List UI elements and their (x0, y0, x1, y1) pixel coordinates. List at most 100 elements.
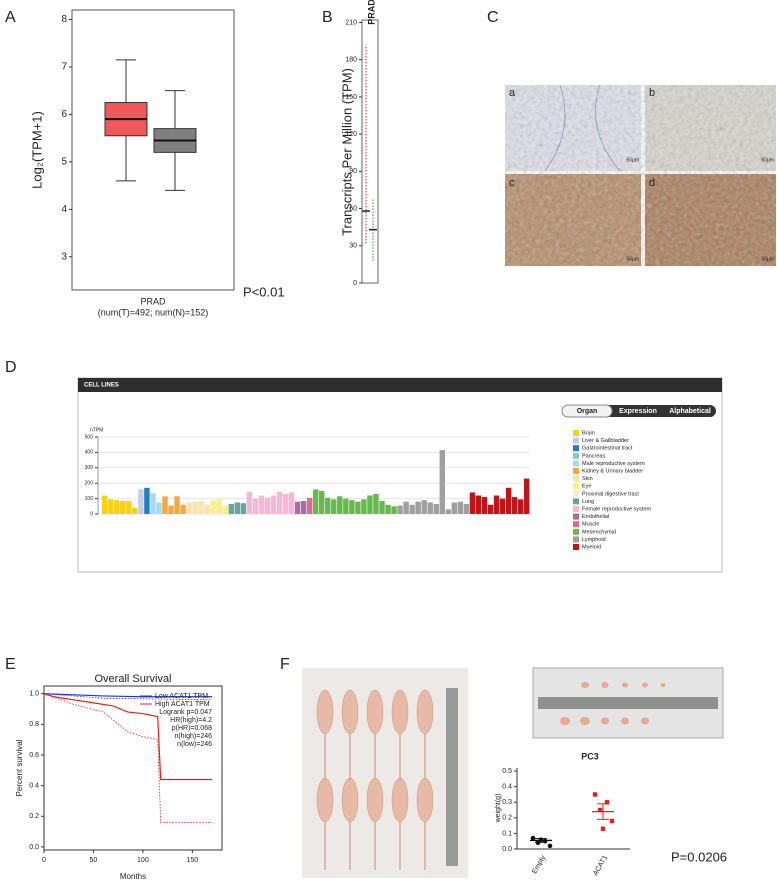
image-label: a (509, 87, 516, 99)
bar (138, 489, 144, 514)
y-tick-label: 60 (349, 205, 357, 212)
legend-swatch (573, 445, 579, 452)
y-tick-label: 0.4 (502, 784, 512, 791)
ruler (446, 688, 458, 866)
legend-label: Male reproductive system (582, 461, 645, 467)
plot-frame (361, 19, 379, 284)
bar (252, 498, 259, 514)
image-label: d (649, 177, 655, 189)
bar (114, 500, 120, 514)
legend-label: Low ACAT1 TPM (155, 693, 208, 700)
x-axis-label: Months (120, 872, 146, 881)
stat-label: Logrank p=0.047 (159, 709, 212, 716)
legend-swatch (573, 513, 579, 520)
bar (427, 502, 433, 514)
data-point (535, 840, 541, 846)
survival-curve (43, 693, 213, 781)
bar (463, 503, 470, 514)
y-axis-label: weight(g) (495, 794, 502, 824)
y-tick-label: 100 (85, 496, 94, 502)
bar (337, 496, 343, 514)
survival-curve (43, 693, 213, 698)
legend-label: Muscle (582, 522, 599, 528)
bar (397, 505, 403, 514)
legend-swatch (573, 536, 579, 543)
bar (499, 498, 506, 514)
window-header (78, 378, 722, 392)
bar (264, 497, 271, 514)
ruler (538, 697, 718, 709)
y-tick-label: 300 (85, 465, 94, 471)
button-label[interactable]: Alphabetical (669, 408, 711, 415)
plot-title: PRAD (366, 0, 376, 25)
bar (403, 501, 409, 514)
y-tick-label: 0.2 (502, 815, 512, 822)
legend-swatch (573, 475, 579, 482)
legend-label: Lymphoid (582, 537, 606, 543)
mice (316, 689, 434, 823)
bar (306, 497, 313, 514)
y-tick-label: 0.6 (29, 752, 39, 759)
legend-label: Lung (582, 499, 594, 505)
legend-swatch (573, 498, 579, 505)
bar (198, 500, 204, 514)
bar (319, 490, 325, 514)
panel-label: F (280, 656, 290, 673)
bar (150, 493, 156, 514)
y-tick-label: 1.0 (29, 691, 39, 698)
panel-label: E (5, 656, 16, 673)
y-tick-label: 0.3 (502, 799, 512, 806)
panel-label: D (5, 359, 17, 376)
legend-label: Proximal digestive tract (582, 491, 639, 497)
bar (300, 500, 307, 514)
button-active[interactable] (561, 404, 613, 418)
bar (493, 495, 500, 514)
bar (126, 500, 132, 514)
scale-bar-label: 50μm (626, 157, 639, 163)
y-tick-label: 0.4 (29, 782, 39, 789)
y-axis-label: Log₂(TPM+1) (29, 111, 44, 189)
bar (373, 493, 379, 514)
y-tick-label: 30 (349, 243, 357, 250)
y-tick-label: 0.2 (29, 813, 39, 820)
x-tick-label: 150 (186, 857, 198, 864)
mouse-photo (302, 668, 468, 878)
bar (156, 502, 162, 514)
bar (325, 497, 331, 514)
bar (511, 497, 518, 514)
y-axis-label: Transcripts Per Million (TPM) (339, 68, 354, 236)
legend-swatch (573, 490, 579, 497)
data-point (547, 843, 553, 849)
bar (457, 501, 464, 514)
image-label: c (509, 177, 515, 189)
legend-label: High ACAT1 TPM (155, 701, 210, 708)
y-tick-label: 180 (345, 57, 357, 64)
button-label[interactable]: Expression (619, 408, 657, 415)
panel-label: B (322, 9, 333, 26)
y-axis-label: Percent survival (15, 739, 24, 796)
button-label[interactable]: Organ (577, 408, 598, 415)
data-point (604, 800, 610, 805)
bar (276, 491, 283, 514)
bar (210, 500, 216, 514)
y-tick-label: 0 (90, 511, 93, 517)
ihc-texture (505, 85, 776, 266)
x-tick-label: 50 (90, 857, 98, 864)
ihc-images (505, 84, 776, 266)
bar (174, 496, 180, 514)
legend-swatch (573, 528, 579, 535)
bar (228, 503, 235, 514)
data-point (530, 835, 536, 841)
y-tick-label: 0 (353, 280, 357, 287)
p-value: P=0.0206 (671, 849, 727, 864)
y-tick-label: 8 (61, 14, 67, 25)
x-tick-label: ACAT1 (592, 854, 609, 877)
legend-label: Skin (582, 476, 593, 482)
y-tick-label: 200 (85, 481, 94, 487)
legend-swatch (573, 521, 579, 528)
y-tick-label: 400 (85, 450, 94, 456)
panel-label: A (5, 9, 16, 26)
bar (258, 495, 265, 514)
bar (240, 503, 247, 514)
bar (246, 491, 253, 514)
